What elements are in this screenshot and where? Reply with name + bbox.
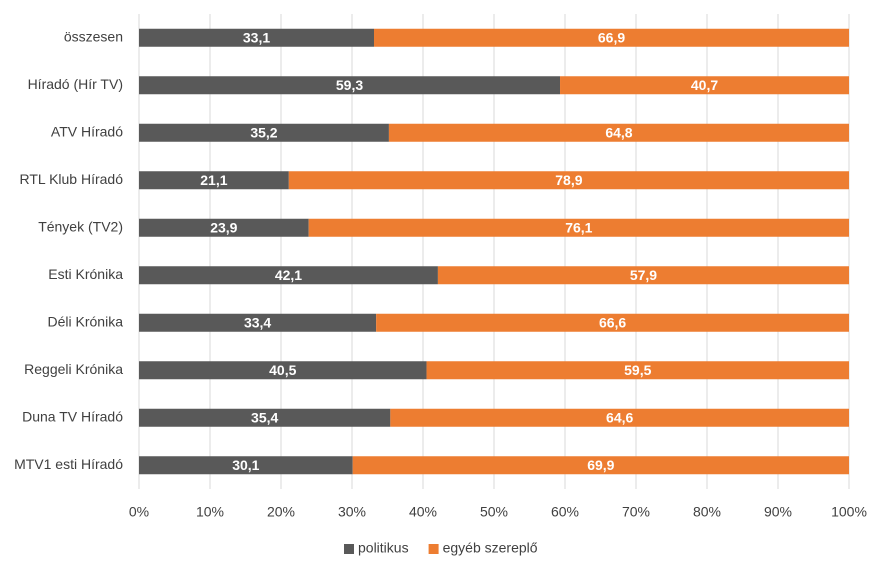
x-tick-label: 100%	[831, 504, 867, 520]
bar-segment	[437, 266, 849, 285]
bar-segment	[308, 218, 849, 237]
bar-segment	[352, 456, 849, 475]
data-label: 76,1	[565, 219, 592, 235]
data-label: 35,4	[251, 409, 278, 425]
bar-segment	[560, 76, 849, 95]
bar-segment	[139, 28, 375, 47]
data-label: 59,3	[336, 77, 363, 93]
y-tick-label: MTV1 esti Híradó	[14, 456, 123, 472]
bar-segment	[374, 28, 849, 47]
x-tick-label: 90%	[764, 504, 792, 520]
data-label: 69,9	[587, 457, 614, 473]
data-label: 40,5	[269, 362, 296, 378]
bar-segment	[139, 361, 427, 380]
x-tick-label: 40%	[409, 504, 437, 520]
y-tick-label: ATV Híradó	[51, 123, 123, 139]
y-tick-label: Tények (TV2)	[38, 218, 123, 234]
data-label: 33,1	[243, 29, 270, 45]
data-label: 66,6	[599, 314, 626, 330]
data-label: 30,1	[232, 457, 259, 473]
x-tick-label: 30%	[338, 504, 366, 520]
y-tick-label: RTL Klub Híradó	[20, 171, 124, 187]
y-tick-label: Déli Krónika	[48, 313, 124, 329]
legend-label: politikus	[358, 540, 409, 556]
bar-segment	[139, 456, 353, 475]
bar-segment	[139, 218, 309, 237]
data-label: 40,7	[691, 77, 718, 93]
data-label: 23,9	[210, 219, 237, 235]
x-tick-label: 70%	[622, 504, 650, 520]
bar-segment	[139, 76, 561, 95]
bar-segment	[390, 408, 849, 427]
data-label: 42,1	[275, 267, 302, 283]
y-tick-label: Duna TV Híradó	[22, 408, 123, 424]
bar-segment	[139, 408, 391, 427]
data-label: 78,9	[555, 172, 582, 188]
bar-segment	[139, 123, 389, 142]
bar-segment	[388, 123, 849, 142]
bar-segment	[139, 313, 377, 332]
x-tick-label: 80%	[693, 504, 721, 520]
bar-segment	[426, 361, 849, 380]
y-tick-label: összesen	[64, 28, 123, 44]
legend-label: egyéb szereplő	[443, 540, 538, 556]
data-label: 57,9	[630, 267, 657, 283]
data-label: 64,6	[606, 409, 633, 425]
y-tick-label: Híradó (Hír TV)	[28, 76, 123, 92]
bar-segment	[376, 313, 849, 332]
data-label: 33,4	[244, 314, 271, 330]
bar-segment	[288, 171, 849, 190]
legend-swatch	[428, 544, 439, 554]
x-tick-label: 10%	[196, 504, 224, 520]
data-label: 64,8	[605, 124, 632, 140]
x-tick-label: 0%	[129, 504, 149, 520]
y-tick-label: Esti Krónika	[48, 266, 123, 282]
x-tick-label: 20%	[267, 504, 295, 520]
x-tick-label: 50%	[480, 504, 508, 520]
data-label: 35,2	[250, 124, 277, 140]
x-tick-label: 60%	[551, 504, 579, 520]
legend-swatch	[344, 544, 354, 554]
data-label: 21,1	[200, 172, 227, 188]
y-tick-label: Reggeli Krónika	[24, 361, 123, 377]
bar-segment	[139, 266, 438, 285]
data-label: 66,9	[598, 29, 625, 45]
bar-segment	[139, 171, 289, 190]
data-label: 59,5	[624, 362, 651, 378]
